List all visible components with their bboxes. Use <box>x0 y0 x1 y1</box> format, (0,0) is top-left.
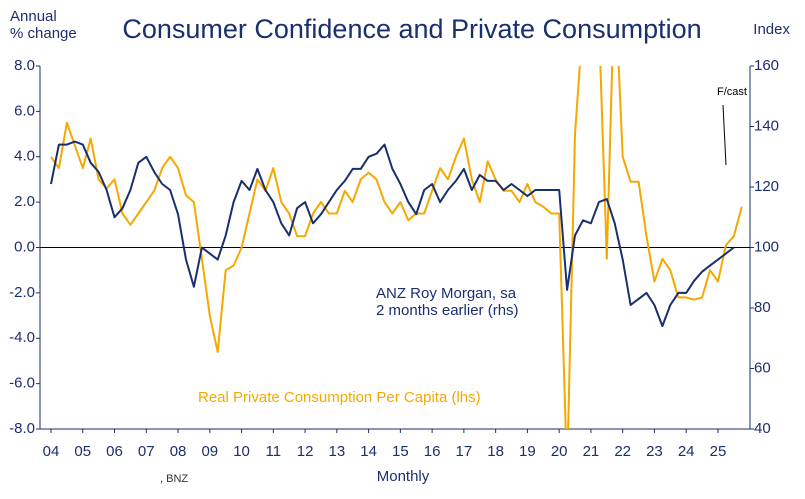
y2-tick-label: 140 <box>754 117 779 134</box>
y2-tick-label: 40 <box>754 420 771 437</box>
y-tick-label: 2.0 <box>14 193 35 210</box>
x-tick-label: 15 <box>392 443 409 460</box>
x-tick-label: 19 <box>519 443 536 460</box>
x-tick-label: 09 <box>201 443 218 460</box>
y-tick-label: 0.0 <box>14 238 35 255</box>
y-axis-label: % change <box>10 25 77 42</box>
x-tick-label: 24 <box>678 443 695 460</box>
series-line <box>50 66 743 429</box>
series-label: ANZ Roy Morgan, sa <box>376 285 517 302</box>
x-tick-label: 11 <box>266 443 282 460</box>
x-tick-label: 23 <box>646 443 663 460</box>
y-tick-label: 6.0 <box>14 102 35 119</box>
y2-tick-label: 80 <box>754 299 771 316</box>
series-label: Real Private Consumption Per Capita (lhs… <box>198 389 481 406</box>
chart-title: Consumer Confidence and Private Consumpt… <box>122 14 701 44</box>
y-axis-label: Annual <box>10 8 57 25</box>
y-tick-label: -4.0 <box>9 329 35 346</box>
y-tick-label: 4.0 <box>14 148 35 165</box>
y2-tick-label: 120 <box>754 178 779 195</box>
series-line <box>50 140 735 328</box>
x-tick-label: 22 <box>614 443 631 460</box>
y2-tick-label: 160 <box>754 57 779 74</box>
x-axis-label: Monthly <box>377 468 430 485</box>
y-tick-label: -6.0 <box>9 375 35 392</box>
y-tick-label: -8.0 <box>9 420 35 437</box>
y-tick-label: 8.0 <box>14 57 35 74</box>
source: , BNZ <box>160 473 188 485</box>
x-tick-label: 20 <box>551 443 568 460</box>
x-tick-label: 05 <box>74 443 91 460</box>
x-tick-label: 18 <box>487 443 504 460</box>
x-tick-label: 17 <box>456 443 473 460</box>
y2-axis-label: Index <box>753 21 790 38</box>
x-tick-label: 14 <box>360 443 377 460</box>
x-tick-label: 16 <box>424 443 441 460</box>
x-tick-label: 21 <box>583 443 600 460</box>
y2-tick-label: 100 <box>754 238 779 255</box>
series-label: 2 months earlier (rhs) <box>376 302 519 319</box>
x-tick-label: 04 <box>43 443 60 460</box>
x-tick-label: 10 <box>233 443 250 460</box>
x-tick-label: 12 <box>297 443 314 460</box>
annotation: F/cast <box>717 86 747 98</box>
x-tick-label: 08 <box>170 443 187 460</box>
plot-area <box>50 66 743 429</box>
x-tick-label: 25 <box>710 443 727 460</box>
annotation-line <box>722 104 727 166</box>
x-tick-label: 07 <box>138 443 155 460</box>
x-tick-label: 06 <box>106 443 123 460</box>
y-tick-label: -2.0 <box>9 284 35 301</box>
y2-tick-label: 60 <box>754 359 771 376</box>
x-tick-label: 13 <box>328 443 345 460</box>
